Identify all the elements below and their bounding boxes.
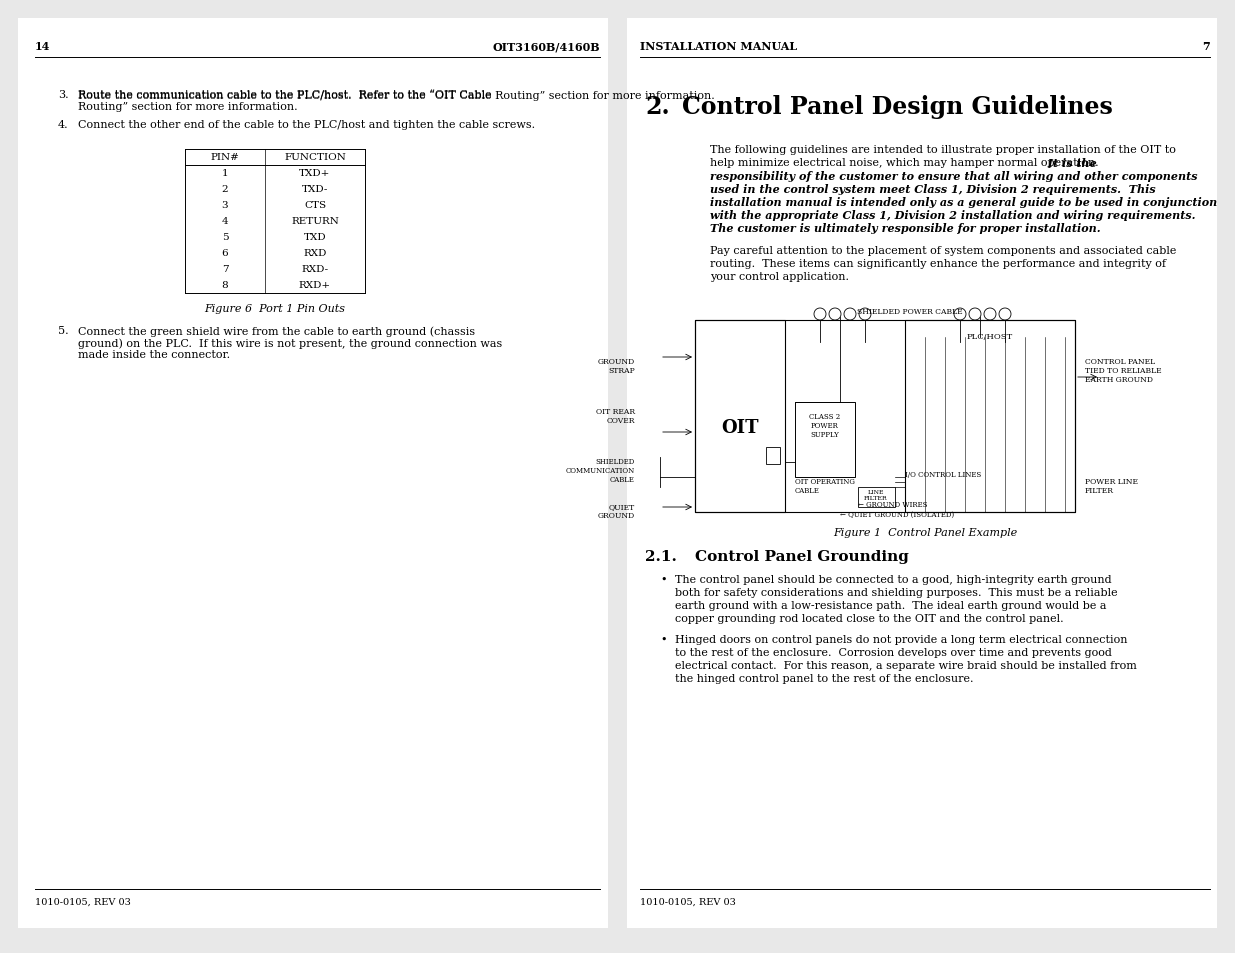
Text: GROUND
STRAP: GROUND STRAP	[598, 357, 635, 375]
Text: RETURN: RETURN	[291, 216, 338, 226]
Text: •: •	[659, 575, 667, 584]
Text: CTS: CTS	[304, 201, 326, 210]
Text: your control application.: your control application.	[710, 272, 848, 282]
Text: responsibility of the customer to ensure that all wiring and other components: responsibility of the customer to ensure…	[710, 171, 1198, 182]
Text: 7: 7	[222, 265, 228, 274]
Text: 2.: 2.	[645, 95, 669, 119]
Bar	[905, 320, 1074, 513]
Text: OIT OPERATING
CABLE: OIT OPERATING CABLE	[795, 477, 855, 495]
Text: 5.: 5.	[58, 326, 69, 335]
Text: Figure 1  Control Panel Example: Figure 1 Control Panel Example	[832, 527, 1018, 537]
Text: SHIELDED
COMMUNICATION
CABLE: SHIELDED COMMUNICATION CABLE	[566, 457, 635, 484]
Text: SHIELDED POWER CABLE: SHIELDED POWER CABLE	[857, 308, 963, 315]
Bar	[766, 448, 781, 464]
Text: 1010-0105, REV 03: 1010-0105, REV 03	[35, 897, 131, 906]
Text: Pay careful attention to the placement of system components and associated cable: Pay careful attention to the placement o…	[710, 246, 1177, 255]
Text: Route the communication cable to the PLC/host.  Refer to the “OIT Cable: Route the communication cable to the PLC…	[78, 90, 492, 100]
Text: The customer is ultimately responsible for proper installation.: The customer is ultimately responsible f…	[710, 223, 1100, 233]
Text: earth ground with a low-resistance path.  The ideal earth ground would be a: earth ground with a low-resistance path.…	[676, 600, 1107, 610]
Text: to the rest of the enclosure.  Corrosion develops over time and prevents good: to the rest of the enclosure. Corrosion …	[676, 647, 1112, 658]
Text: the hinged control panel to the rest of the enclosure.: the hinged control panel to the rest of …	[676, 673, 973, 683]
Bar	[858, 488, 895, 507]
Text: used in the control system meet Class 1, Division 2 requirements.  This: used in the control system meet Class 1,…	[710, 184, 1156, 194]
Text: installation manual is intended only as a general guide to be used in conjunctio: installation manual is intended only as …	[710, 196, 1218, 208]
Text: 1: 1	[222, 169, 228, 178]
Text: 14: 14	[35, 41, 51, 52]
Text: 3.: 3.	[58, 90, 69, 100]
Text: Hinged doors on control panels do not provide a long term electrical connection: Hinged doors on control panels do not pr…	[676, 635, 1128, 644]
Text: ground) on the PLC.  If this wire is not present, the ground connection was: ground) on the PLC. If this wire is not …	[78, 337, 503, 348]
Text: Routing” section for more information.: Routing” section for more information.	[78, 102, 298, 112]
Text: OIT3160B/4160B: OIT3160B/4160B	[493, 41, 600, 52]
Text: RXD+: RXD+	[299, 281, 331, 290]
Text: 4: 4	[222, 216, 228, 226]
Text: 2: 2	[222, 185, 228, 193]
Text: made inside the connector.: made inside the connector.	[78, 350, 230, 359]
Text: TXD: TXD	[304, 233, 326, 242]
Text: RXD-: RXD-	[301, 265, 329, 274]
Text: LINE
FILTER: LINE FILTER	[864, 490, 888, 500]
Text: 2.1.: 2.1.	[645, 550, 677, 563]
Bar	[627, 19, 1216, 928]
Text: 3: 3	[222, 201, 228, 210]
Text: 1010-0105, REV 03: 1010-0105, REV 03	[640, 897, 736, 906]
Text: 8: 8	[222, 281, 228, 290]
Text: •: •	[659, 635, 667, 644]
Text: FUNCTION: FUNCTION	[284, 152, 346, 162]
Text: Control Panel Grounding: Control Panel Grounding	[695, 550, 909, 563]
Bar	[695, 320, 785, 513]
Text: CLASS 2
POWER
SUPPLY: CLASS 2 POWER SUPPLY	[809, 413, 841, 439]
Bar	[19, 19, 608, 928]
Text: POWER LINE
FILTER: POWER LINE FILTER	[1086, 477, 1137, 495]
Text: with the appropriate Class 1, Division 2 installation and wiring requirements.: with the appropriate Class 1, Division 2…	[710, 210, 1195, 221]
Text: Figure 6  Port 1 Pin Outs: Figure 6 Port 1 Pin Outs	[205, 304, 346, 314]
Text: TXD+: TXD+	[299, 169, 331, 178]
Text: Connect the other end of the cable to the PLC/host and tighten the cable screws.: Connect the other end of the cable to th…	[78, 120, 535, 130]
Bar	[795, 402, 855, 477]
Text: TXD-: TXD-	[301, 185, 329, 193]
Text: 5: 5	[222, 233, 228, 242]
Text: routing.  These items can significantly enhance the performance and integrity of: routing. These items can significantly e…	[710, 258, 1166, 269]
Text: It is the: It is the	[1040, 158, 1097, 169]
Text: INSTALLATION MANUAL: INSTALLATION MANUAL	[640, 41, 797, 52]
Text: OIT REAR
COVER: OIT REAR COVER	[595, 408, 635, 425]
Text: 4.: 4.	[58, 120, 69, 130]
Text: The control panel should be connected to a good, high-integrity earth ground: The control panel should be connected to…	[676, 575, 1112, 584]
Text: 7: 7	[1202, 41, 1210, 52]
Text: PIN#: PIN#	[210, 152, 240, 162]
Text: electrical contact.  For this reason, a separate wire braid should be installed : electrical contact. For this reason, a s…	[676, 660, 1137, 670]
Text: The following guidelines are intended to illustrate proper installation of the O: The following guidelines are intended to…	[710, 145, 1176, 154]
Text: OIT: OIT	[721, 418, 758, 436]
Text: 6: 6	[222, 249, 228, 257]
Text: PLC/HOST: PLC/HOST	[967, 333, 1013, 340]
Text: copper grounding rod located close to the OIT and the control panel.: copper grounding rod located close to th…	[676, 614, 1063, 623]
Text: Control Panel Design Guidelines: Control Panel Design Guidelines	[682, 95, 1113, 119]
Text: Connect the green shield wire from the cable to earth ground (chassis: Connect the green shield wire from the c…	[78, 326, 475, 336]
Text: help minimize electrical noise, which may hamper normal operation.: help minimize electrical noise, which ma…	[710, 158, 1099, 168]
Text: ← GROUND WIRES: ← GROUND WIRES	[858, 500, 927, 509]
Text: QUIET
GROUND: QUIET GROUND	[598, 502, 635, 519]
Text: I/O CONTROL LINES: I/O CONTROL LINES	[905, 471, 982, 478]
Text: both for safety considerations and shielding purposes.  This must be a reliable: both for safety considerations and shiel…	[676, 587, 1118, 598]
Text: CONTROL PANEL
TIED TO RELIABLE
EARTH GROUND: CONTROL PANEL TIED TO RELIABLE EARTH GRO…	[1086, 357, 1162, 384]
Bar	[695, 320, 1074, 513]
Text: RXD: RXD	[304, 249, 327, 257]
Text: ← QUIET GROUND (ISOLATED): ← QUIET GROUND (ISOLATED)	[840, 511, 955, 518]
Text: Route the communication cable to the PLC/host.  Refer to the “OIT Cable Routing”: Route the communication cable to the PLC…	[78, 90, 715, 101]
